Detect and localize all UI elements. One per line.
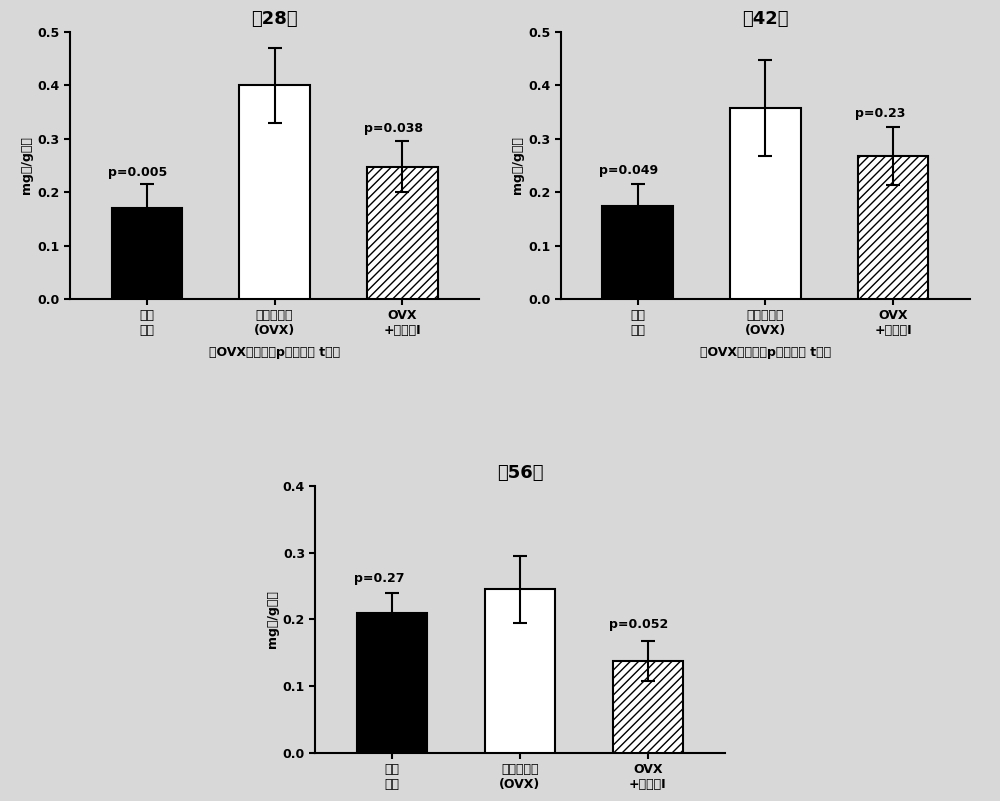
Title: 第28天: 第28天: [251, 10, 298, 28]
Title: 第56天: 第56天: [497, 464, 543, 481]
Bar: [112, 208, 182, 299]
Bar: [602, 206, 673, 299]
Y-axis label: mg馒/g体重: mg馒/g体重: [511, 137, 524, 195]
Title: 第42天: 第42天: [742, 10, 789, 28]
Bar: [367, 167, 438, 299]
Text: p=0.005: p=0.005: [108, 166, 168, 179]
Bar: [485, 590, 555, 753]
Bar: [613, 661, 683, 753]
Text: p=0.049: p=0.049: [599, 164, 658, 177]
X-axis label: 与OVX组相比的p值司徒顿 t检验: 与OVX组相比的p值司徒顿 t检验: [209, 346, 340, 359]
X-axis label: 与OVX组相比的p值司徒顿 t检验: 与OVX组相比的p值司徒顿 t检验: [454, 799, 586, 801]
Bar: [730, 108, 801, 299]
Text: p=0.23: p=0.23: [855, 107, 905, 120]
Y-axis label: mg馒/g体重: mg馒/g体重: [20, 137, 33, 195]
Text: p=0.038: p=0.038: [364, 122, 423, 135]
Bar: [858, 156, 928, 299]
Text: p=0.27: p=0.27: [354, 572, 404, 585]
Bar: [239, 86, 310, 299]
Bar: [357, 613, 427, 753]
X-axis label: 与OVX组相比的p值司徒顿 t检验: 与OVX组相比的p值司徒顿 t检验: [700, 346, 831, 359]
Y-axis label: mg馒/g体重: mg馒/g体重: [266, 590, 279, 648]
Text: p=0.052: p=0.052: [609, 618, 669, 631]
